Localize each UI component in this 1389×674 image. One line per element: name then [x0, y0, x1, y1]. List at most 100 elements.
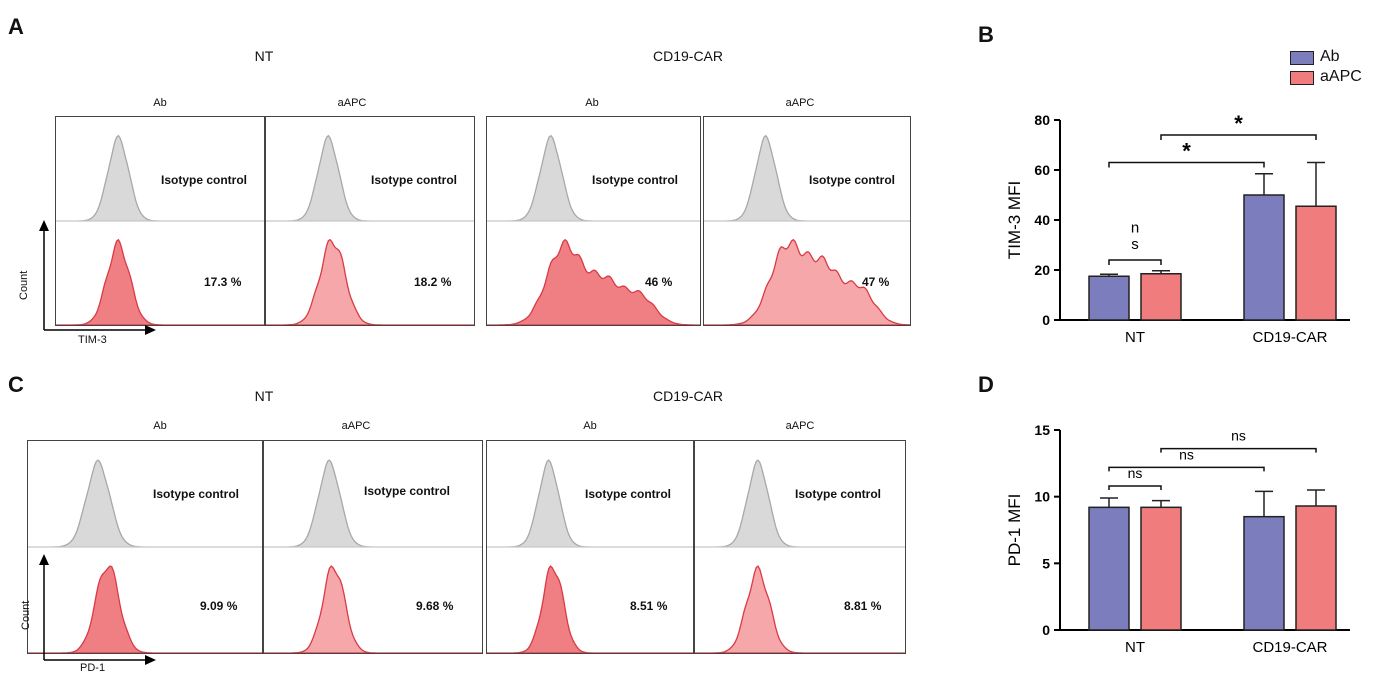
y-tick-label: 60 — [1034, 162, 1050, 178]
legend-label: aAPC — [1320, 68, 1362, 85]
bar — [1088, 275, 1130, 321]
y-tick-label: 0 — [1042, 312, 1050, 328]
percent-label: 9.09 % — [200, 599, 238, 613]
legend-swatch — [1290, 71, 1314, 85]
x-axis-label: PD-1 — [80, 662, 106, 674]
significance-label: s — [1131, 236, 1139, 253]
flow-axes-arrows — [39, 554, 156, 665]
significance-label: ns — [1231, 428, 1246, 444]
bar-chart-tim3-mfi: 0 20 40 60 80 TIM-3 MFI NT CD19-CAR ns * * — [1005, 111, 1350, 346]
panel-label-c: C — [8, 372, 24, 397]
percent-label: 18.2 % — [414, 275, 452, 289]
flow-axes-arrows — [39, 220, 156, 335]
bar — [1140, 273, 1182, 321]
y-tick-label: 0 — [1042, 622, 1050, 638]
significance-label: ns — [1128, 465, 1143, 481]
histogram-plot — [28, 459, 262, 653]
significance-bracket — [1108, 161, 1265, 168]
histogram-curve — [56, 238, 264, 325]
bar — [1295, 205, 1337, 321]
panel-label-d: D — [978, 372, 994, 397]
percent-label: 8.51 % — [630, 599, 668, 613]
histogram-panel: Isotype control 46 % — [486, 116, 701, 326]
histogram-curve — [487, 238, 700, 325]
group-title-cd19car: CD19-CAR — [652, 48, 723, 64]
histogram-panel: Isotype control 8.81 % — [694, 440, 906, 654]
bar-chart-pd1-mfi: 0 5 10 15 PD-1 MFI NT CD19-CAR ns ns ns — [1005, 422, 1350, 656]
column-title: Ab — [585, 97, 599, 109]
column-title: aAPC — [785, 97, 815, 109]
column-title: Ab — [583, 420, 597, 432]
isotype-label: Isotype control — [153, 487, 240, 501]
significance-bracket — [1108, 259, 1162, 265]
column-title: aAPC — [785, 420, 815, 432]
significance-bracket — [1160, 447, 1317, 453]
column-title: aAPC — [341, 420, 371, 432]
histogram-plot — [56, 134, 264, 325]
significance-label: * — [1182, 139, 1191, 164]
panel-label-a: A — [8, 14, 24, 39]
y-tick-label: 10 — [1034, 489, 1050, 505]
legend-swatch — [1290, 51, 1314, 65]
bar — [1140, 506, 1182, 631]
percent-label: 8.81 % — [844, 599, 882, 613]
bar — [1088, 506, 1130, 631]
histogram-curve — [28, 565, 262, 653]
histogram-plot — [487, 459, 693, 653]
histogram-curve — [704, 238, 910, 325]
histogram-curve — [695, 459, 905, 548]
significance-bracket — [1108, 485, 1162, 490]
histogram-plot — [695, 459, 905, 653]
y-axis-title: TIM-3 MFI — [1005, 181, 1024, 259]
histogram-panel: Isotype control 17.3 % — [55, 116, 265, 326]
histogram-curve — [487, 565, 693, 653]
legend-label: Ab — [1320, 48, 1340, 65]
group-title-nt: NT — [254, 48, 274, 64]
y-tick-label: 15 — [1034, 422, 1050, 438]
histogram-curve — [695, 565, 905, 653]
y-tick-label: 20 — [1034, 262, 1050, 278]
significance-label: n — [1131, 220, 1139, 237]
bar — [1295, 505, 1337, 631]
y-tick-label: 40 — [1034, 212, 1050, 228]
histogram-curve — [487, 459, 693, 548]
percent-label: 9.68 % — [416, 599, 454, 613]
column-title: aAPC — [337, 97, 367, 109]
x-tick-label: NT — [1125, 329, 1145, 346]
column-title: Ab — [153, 97, 167, 109]
significance-bracket — [1108, 466, 1265, 472]
column-title: Ab — [153, 420, 167, 432]
isotype-label: Isotype control — [795, 487, 882, 501]
histogram-panel: Isotype control 9.68 % — [263, 440, 483, 654]
isotype-label: Isotype control — [161, 173, 248, 187]
x-tick-label: NT — [1125, 639, 1145, 656]
histogram-plot — [487, 134, 700, 325]
isotype-label: Isotype control — [592, 173, 679, 187]
histogram-panel: Isotype control 9.09 % — [27, 440, 263, 654]
histogram-plot — [266, 134, 474, 325]
bar — [1243, 515, 1285, 631]
isotype-label: Isotype control — [585, 487, 672, 501]
percent-label: 47 % — [862, 275, 890, 289]
histogram-curve — [264, 565, 482, 653]
bar — [1243, 194, 1285, 321]
percent-label: 46 % — [645, 275, 673, 289]
x-tick-label: CD19-CAR — [1252, 329, 1327, 346]
y-axis-title: PD-1 MFI — [1005, 494, 1024, 567]
percent-label: 17.3 % — [204, 275, 242, 289]
y-tick-label: 5 — [1042, 555, 1050, 571]
isotype-label: Isotype control — [364, 484, 451, 498]
histogram-plot — [264, 459, 482, 653]
y-axis-label: Count — [18, 270, 30, 300]
isotype-label: Isotype control — [809, 173, 896, 187]
y-axis-label: Count — [20, 600, 32, 630]
isotype-label: Isotype control — [371, 173, 458, 187]
group-title-nt: NT — [254, 388, 274, 404]
histogram-panel: Isotype control 8.51 % — [486, 440, 694, 654]
significance-label: ns — [1179, 446, 1194, 462]
panel-label-b: B — [978, 22, 994, 47]
x-axis-label: TIM-3 — [78, 334, 107, 346]
significance-label: * — [1234, 111, 1243, 136]
group-title-cd19car: CD19-CAR — [652, 388, 723, 404]
x-tick-label: CD19-CAR — [1252, 639, 1327, 656]
